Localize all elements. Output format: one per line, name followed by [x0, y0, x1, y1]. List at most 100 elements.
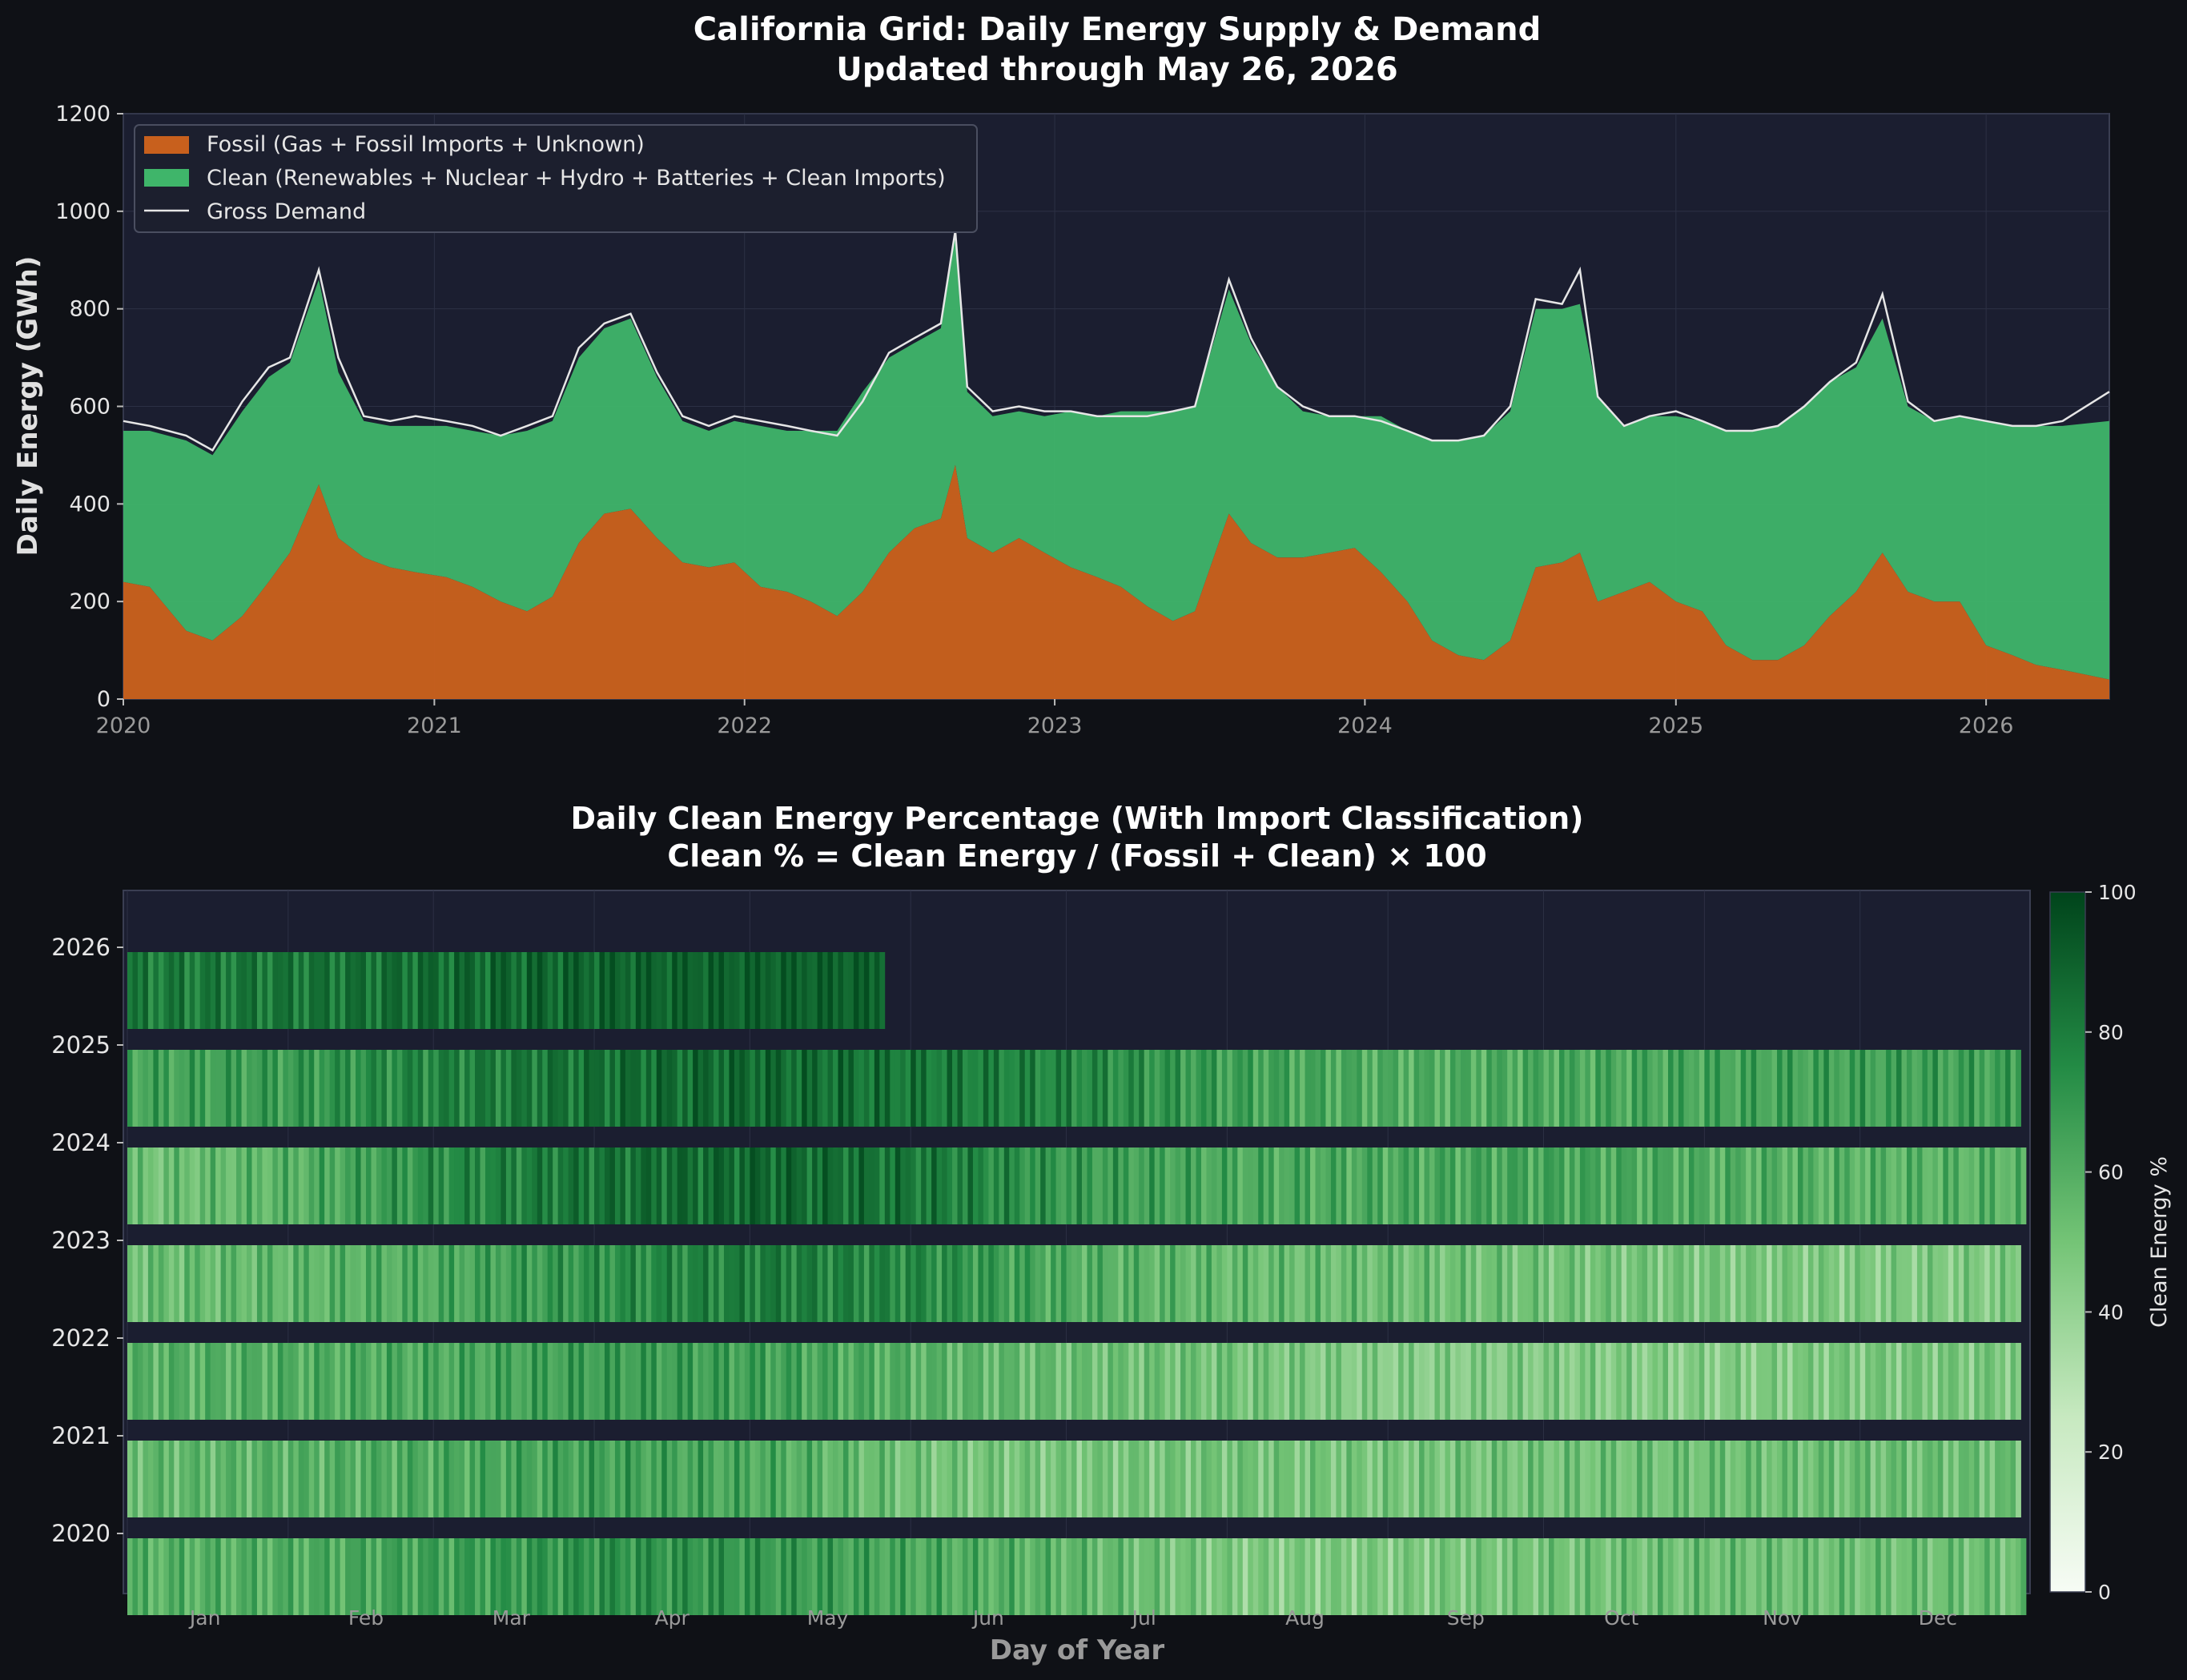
heatmap-cell — [1102, 1050, 1108, 1127]
heatmap-cell — [563, 1050, 569, 1127]
heatmap-cell — [314, 1343, 320, 1420]
heatmap-cell — [988, 1441, 995, 1517]
heatmap-cell — [184, 1538, 191, 1615]
heatmap-cell — [1091, 1050, 1098, 1127]
heatmap-cell — [277, 1050, 283, 1127]
heatmap-cell — [1901, 1245, 1908, 1322]
heatmap-cell — [1673, 1343, 1679, 1420]
heatmap-cell — [1543, 1538, 1550, 1615]
heatmap-cell — [651, 1441, 657, 1517]
heatmap-cell — [614, 952, 621, 1029]
heatmap-cell — [786, 1050, 792, 1127]
heatmap-cell — [1175, 1441, 1181, 1517]
heatmap-cell — [137, 1147, 143, 1224]
heatmap-cell — [1367, 1050, 1373, 1127]
heatmap-cell — [1538, 1538, 1544, 1615]
colorbar-label: Clean Energy % — [2147, 1156, 2172, 1328]
heatmap-cell — [469, 1343, 476, 1420]
heatmap-cell — [1491, 1147, 1498, 1224]
heatmap-cell — [1149, 1538, 1156, 1615]
heatmap-cell — [195, 1441, 201, 1517]
heatmap-cell — [1875, 1343, 1882, 1420]
heatmap-cell — [1403, 1343, 1409, 1420]
heatmap-cell — [1330, 1245, 1337, 1322]
heatmap-cell — [931, 1343, 937, 1420]
heatmap-cell — [1144, 1050, 1150, 1127]
heatmap-cell — [1937, 1441, 1944, 1517]
heatmap-cell — [402, 1245, 408, 1322]
heatmap-cell — [1449, 1147, 1456, 1224]
heatmap-cell — [1123, 1538, 1129, 1615]
heatmap-cell — [765, 1538, 771, 1615]
heatmap-cell — [656, 1245, 662, 1322]
heatmap-cell — [1771, 1050, 1778, 1127]
heatmap-cell — [791, 1538, 798, 1615]
heatmap-cell — [848, 1538, 854, 1615]
heatmap-cell — [1719, 1050, 1726, 1127]
heatmap-cell — [693, 952, 698, 1029]
heatmap-cell — [547, 1245, 553, 1322]
heatmap-cell — [677, 952, 683, 1029]
heatmap-cell — [1305, 1538, 1311, 1615]
heatmap-cell — [444, 1538, 450, 1615]
heatmap-cell — [360, 1441, 367, 1517]
heatmap-cell — [1460, 1538, 1466, 1615]
heatmap-cell — [1248, 1245, 1254, 1322]
heatmap-cell — [1294, 1050, 1301, 1127]
heatmap-cell — [604, 1441, 610, 1517]
heatmap-cell — [1688, 1441, 1695, 1517]
heatmap-cell — [1818, 1147, 1824, 1224]
heatmap-cell — [620, 1343, 626, 1420]
heatmap-cell — [1767, 1147, 1772, 1224]
heatmap-cell — [1108, 1343, 1114, 1420]
heatmap-cell — [454, 1050, 460, 1127]
heatmap-cell — [599, 1343, 605, 1420]
heatmap-cell — [195, 1538, 201, 1615]
heatmap-cell — [417, 1050, 424, 1127]
heatmap-cell — [1964, 1245, 1970, 1322]
heatmap-cell — [584, 1245, 589, 1322]
heatmap-cell — [1979, 1050, 1985, 1127]
heatmap-cell — [568, 1147, 574, 1224]
heatmap-cell — [1258, 1343, 1264, 1420]
heatmap-cell — [630, 1245, 637, 1322]
heatmap-cell — [1055, 1538, 1062, 1615]
heatmap-cell — [765, 1343, 771, 1420]
heatmap-cell — [915, 1050, 922, 1127]
heatmap-cell — [568, 1538, 574, 1615]
heatmap-cell — [693, 1245, 698, 1322]
heatmap-cell — [1891, 1441, 1897, 1517]
heatmap-cell — [1154, 1050, 1160, 1127]
heatmap-cell — [1061, 1343, 1067, 1420]
heatmap-cell — [1497, 1538, 1503, 1615]
heatmap-cell — [1564, 1441, 1570, 1517]
heatmap-cell — [205, 1441, 211, 1517]
heatmap-cell — [1870, 1343, 1876, 1420]
heatmap-cell — [236, 1343, 242, 1420]
heatmap-cell — [729, 1441, 735, 1517]
heatmap-cell — [1465, 1050, 1472, 1127]
heatmap-cell — [729, 1245, 735, 1322]
heatmap-cell — [1066, 1441, 1072, 1517]
heatmap-cell — [340, 1538, 346, 1615]
heatmap-cell — [1522, 1343, 1529, 1420]
heatmap-cell — [1683, 1147, 1690, 1224]
heatmap-cell — [1196, 1050, 1202, 1127]
heatmap-cell — [589, 1050, 595, 1127]
heatmap-cell — [231, 1245, 237, 1322]
heatmap-cell — [1315, 1050, 1321, 1127]
heatmap-cell — [1476, 1441, 1482, 1517]
heatmap-cell — [952, 1147, 958, 1224]
heatmap-cell — [1891, 1050, 1897, 1127]
heatmap-cell — [817, 1538, 823, 1615]
clean-area — [123, 231, 2109, 680]
heatmap-cell — [1097, 1441, 1104, 1517]
heatmap-cell — [298, 1147, 304, 1224]
heatmap-cell — [988, 1050, 995, 1127]
heatmap-cell — [459, 1343, 465, 1420]
heatmap-cell — [1694, 1050, 1700, 1127]
heatmap-cell — [1859, 1245, 1866, 1322]
heatmap-cell — [1216, 1441, 1223, 1517]
heatmap-cell — [231, 1343, 237, 1420]
heatmap-cell — [537, 1538, 543, 1615]
